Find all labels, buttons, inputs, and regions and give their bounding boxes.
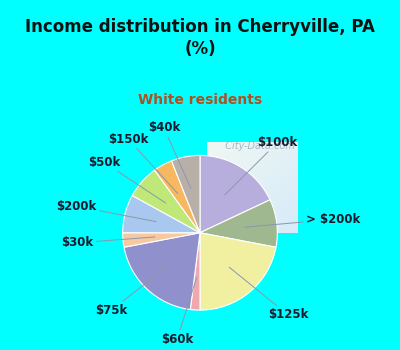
- Text: White residents: White residents: [138, 93, 262, 107]
- Text: $30k: $30k: [62, 236, 155, 249]
- Text: $40k: $40k: [148, 121, 191, 188]
- Wedge shape: [172, 155, 200, 233]
- Wedge shape: [124, 233, 200, 309]
- Wedge shape: [190, 233, 200, 310]
- Text: $150k: $150k: [108, 133, 178, 194]
- Text: $75k: $75k: [95, 265, 169, 317]
- Wedge shape: [200, 233, 276, 310]
- Text: City-Data.com: City-Data.com: [219, 141, 295, 151]
- Text: $50k: $50k: [88, 156, 166, 203]
- Text: $60k: $60k: [161, 278, 196, 346]
- Wedge shape: [123, 196, 200, 233]
- Wedge shape: [132, 170, 200, 233]
- Text: $100k: $100k: [225, 136, 298, 195]
- Wedge shape: [200, 200, 277, 247]
- Text: $200k: $200k: [56, 200, 156, 222]
- Wedge shape: [200, 155, 270, 233]
- Wedge shape: [154, 161, 200, 233]
- Text: Income distribution in Cherryville, PA
(%): Income distribution in Cherryville, PA (…: [25, 18, 375, 58]
- Text: $125k: $125k: [229, 267, 308, 322]
- Wedge shape: [123, 233, 200, 247]
- Text: > $200k: > $200k: [245, 213, 360, 227]
